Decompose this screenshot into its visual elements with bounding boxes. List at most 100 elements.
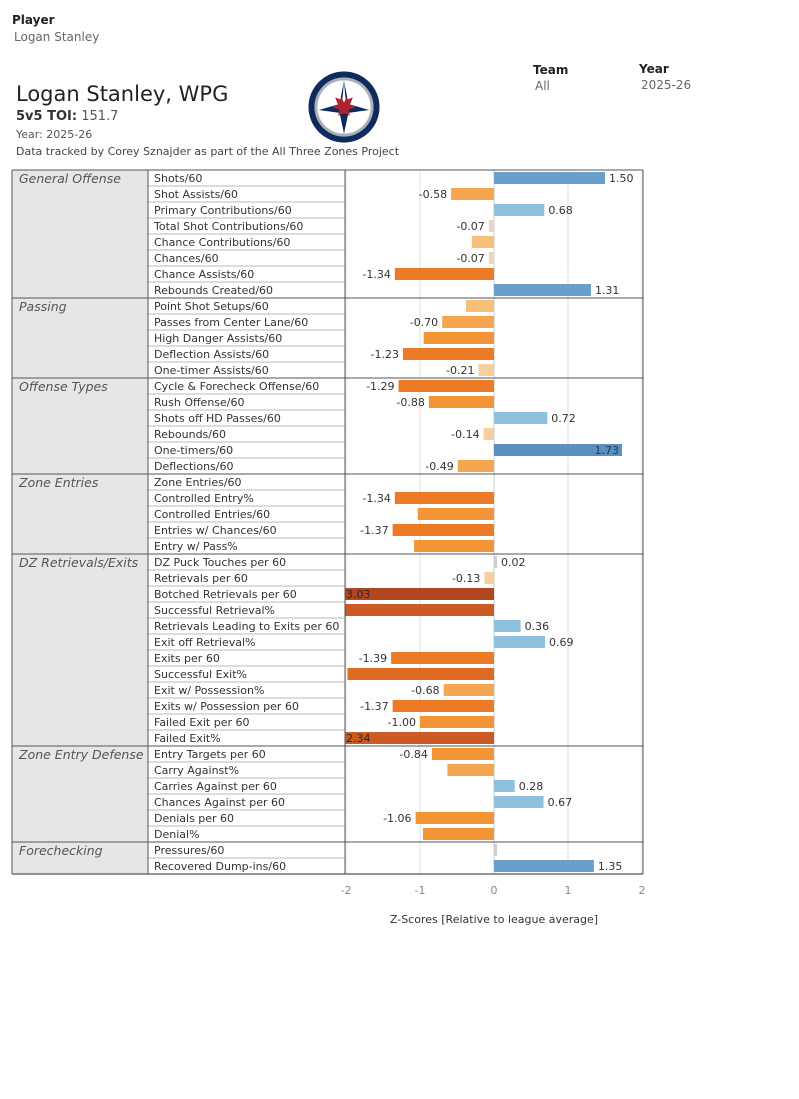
data-label: -0.49 [425,460,453,473]
metric-label: Deflections/60 [154,460,234,473]
metric-label: Successful Retrieval% [154,604,275,617]
metric-bar [494,636,546,648]
data-label: 0.69 [549,636,574,649]
metric-label: Chances Against per 60 [154,796,285,809]
metric-label: Recovered Dump-ins/60 [154,860,286,873]
group-cell [12,554,148,746]
metric-label: Exits per 60 [154,652,220,665]
data-label: 0.28 [519,780,544,793]
metric-label: Carry Against% [154,764,239,777]
metric-bar [488,220,494,232]
data-label: 1.50 [609,172,634,185]
metric-bar [398,380,494,392]
data-label: 0.36 [525,620,550,633]
group-label: Passing [19,299,67,314]
metric-bar [494,556,497,568]
data-label: 1.35 [598,860,623,873]
metric-bar [392,700,494,712]
metric-label: Carries Against per 60 [154,780,277,793]
group-cell [12,378,148,474]
metric-bar [478,364,494,376]
data-label: 0.72 [551,412,576,425]
metric-label: Chance Assists/60 [154,268,254,281]
team-filter-value[interactable]: All [535,79,550,93]
metric-bar [415,812,494,824]
group-label: Forechecking [19,843,103,858]
metric-label: Shots/60 [154,172,202,185]
group-cell [12,298,148,378]
metric-bar [494,444,623,456]
data-label: 2.34 [346,732,371,745]
team-filter-label: Team [533,63,569,77]
data-label: 0.68 [548,204,573,217]
data-label: 3.03 [346,588,371,601]
x-tick-label: -2 [341,884,352,897]
player-filter-label: Player [12,13,55,27]
group-label: General Offense [19,171,121,186]
metric-bar [428,396,494,408]
data-label: -1.23 [371,348,399,361]
credit-line: Data tracked by Corey Sznajder as part o… [16,145,400,158]
metric-label: Shot Assists/60 [154,188,238,201]
year-filter-label: Year [639,62,669,76]
data-label: -1.00 [388,716,416,729]
metric-bar [402,348,494,360]
metric-label: Exit w/ Possession% [154,684,264,697]
metric-label: Successful Exit% [154,668,247,681]
metric-bar [391,652,494,664]
group-cell [12,746,148,842]
metric-bar [494,796,544,808]
group-label: Zone Entries [18,475,99,490]
metric-bar [494,204,545,216]
data-label: -1.29 [366,380,394,393]
data-label: 0.02 [501,556,526,569]
metric-bar [417,508,494,520]
metric-bar [423,332,494,344]
metric-label: Failed Exit% [154,732,221,745]
metric-label: Rebounds Created/60 [154,284,273,297]
metric-bar [347,668,494,680]
group-label: Zone Entry Defense [18,747,144,762]
logo-jet-highlight [342,80,346,103]
toi-label: 5v5 TOI: [16,109,78,124]
x-tick-label: 2 [639,884,646,897]
metric-bar [442,316,494,328]
metric-label: DZ Puck Touches per 60 [154,556,286,569]
metric-label: Rush Offense/60 [154,396,245,409]
group-cell [12,842,148,874]
metric-bar [451,188,494,200]
metric-bar [494,844,497,856]
metric-label: Entry w/ Pass% [154,540,238,553]
metric-bar [392,524,494,536]
data-label: -0.07 [456,220,484,233]
metric-label: Entries w/ Chances/60 [154,524,277,537]
metric-label: Failed Exit per 60 [154,716,250,729]
metric-label: Exit off Retrieval% [154,636,255,649]
metric-label: Point Shot Setups/60 [154,300,269,313]
metric-bar [494,860,594,872]
data-label: 0.67 [548,796,573,809]
metric-label: Primary Contributions/60 [154,204,292,217]
data-label: -0.88 [396,396,424,409]
data-label: -0.84 [399,748,427,761]
metric-label: Rebounds/60 [154,428,226,441]
metric-bar [422,828,494,840]
logo-maple-leaf [332,92,356,116]
metric-label: Total Shot Contributions/60 [153,220,303,233]
metric-label: Pressures/60 [154,844,224,857]
data-label: -1.34 [362,268,390,281]
metric-label: Denials per 60 [154,812,234,825]
metric-bar [457,460,494,472]
metric-label: Zone Entries/60 [154,476,242,489]
toi-line: 5v5 TOI: 151.7 [16,109,118,124]
player-filter-value[interactable]: Logan Stanley [14,30,100,44]
year-filter-value[interactable]: 2025-26 [641,78,692,92]
metric-label: Shots off HD Passes/60 [154,412,281,425]
metric-bar [483,428,494,440]
data-label: 1.31 [595,284,620,297]
metric-bar [345,588,494,600]
data-label: 1.73 [595,444,620,457]
data-label: -0.70 [410,316,438,329]
metric-bar [494,412,548,424]
